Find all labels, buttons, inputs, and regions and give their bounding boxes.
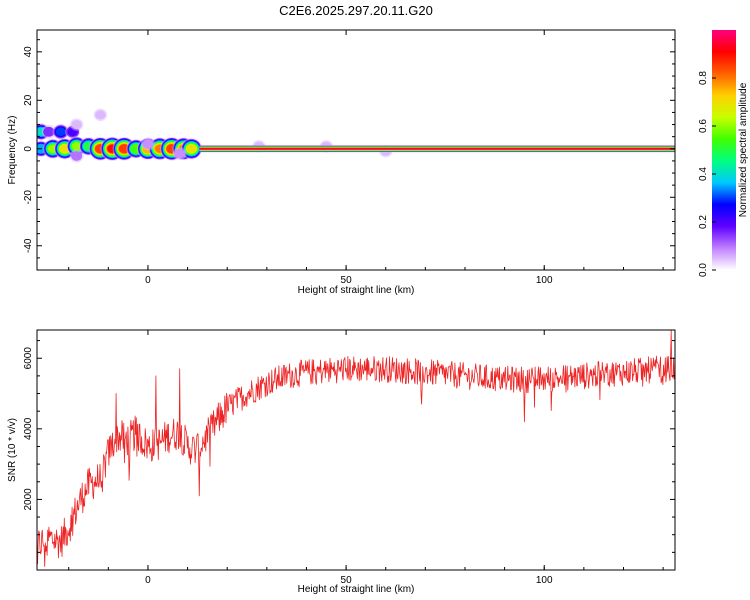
y-tick-label: 4000 <box>23 417 34 440</box>
colorbar-tick-label: 0.2 <box>698 215 709 229</box>
colorbar-bar <box>712 30 736 270</box>
spectrogram-blob <box>65 124 81 140</box>
spectrogram-frame <box>36 29 676 271</box>
colorbar-tick-label: 0.8 <box>698 71 709 85</box>
snr-frame <box>36 329 676 571</box>
colorbar-label: Normalized spectral amplitude <box>738 82 749 217</box>
snr-y-ticks: 2000 4000 6000 <box>23 340 675 553</box>
spectrogram-main-line <box>199 145 675 153</box>
spectrogram-blob <box>69 149 84 163</box>
spectrogram-blob <box>172 147 187 161</box>
spectrogram-panel: 0 50 100 -40 -20 0 20 40 Height of straight li… <box>7 29 676 296</box>
spectrogram-x-ticks: 0 50 100 <box>68 30 664 286</box>
snr-line <box>37 330 675 567</box>
snr-series <box>37 330 675 567</box>
snr-y-label: SNR (10 * v/v) <box>7 418 18 482</box>
colorbar-ticks: 0.0 0.2 0.4 0.6 0.8 <box>698 71 716 277</box>
snr-panel: 0 50 100 2000 4000 6000 Height of straight l… <box>7 329 676 595</box>
spectrogram-x-label: Height of straight line (km) <box>298 285 415 296</box>
x-tick-label: 0 <box>145 575 151 586</box>
spectrogram-y-label: Frequency (Hz) <box>7 116 18 185</box>
colorbar: 0.0 0.2 0.4 0.6 0.8 Normalized spectral ampl… <box>698 30 749 277</box>
spectrogram-blob <box>141 137 155 151</box>
spectrogram-blob <box>69 118 84 131</box>
snr-x-label: Height of straight line (km) <box>298 584 415 595</box>
y-tick-label: 2000 <box>23 488 34 511</box>
y-tick-label: 40 <box>23 46 34 58</box>
x-tick-label: 0 <box>145 275 151 286</box>
colorbar-tick-label: 0.4 <box>698 167 709 181</box>
x-tick-label: 100 <box>536 275 553 286</box>
y-tick-label: 20 <box>23 94 34 106</box>
spectrogram-blob <box>41 124 57 139</box>
spectrogram-y-ticks: -40 -20 0 20 40 <box>23 39 675 259</box>
spectrogram-blob <box>93 108 108 122</box>
colorbar-tick-label: 0.6 <box>698 119 709 133</box>
x-tick-label: 100 <box>536 575 553 586</box>
x-tick-label: 50 <box>341 575 353 586</box>
figure-title: C2E6.2025.297.20.11.G20 <box>279 3 433 18</box>
x-tick-label: 50 <box>341 275 353 286</box>
y-tick-label: 0 <box>23 146 34 152</box>
colorbar-tick-label: 0.0 <box>698 263 709 277</box>
snr-x-ticks: 0 50 100 <box>68 330 664 586</box>
spectrogram-blobs <box>37 108 393 163</box>
y-tick-label: -40 <box>23 238 34 253</box>
y-tick-label: -20 <box>23 190 34 205</box>
y-tick-label: 6000 <box>23 347 34 370</box>
spectrogram-blob <box>52 123 69 140</box>
